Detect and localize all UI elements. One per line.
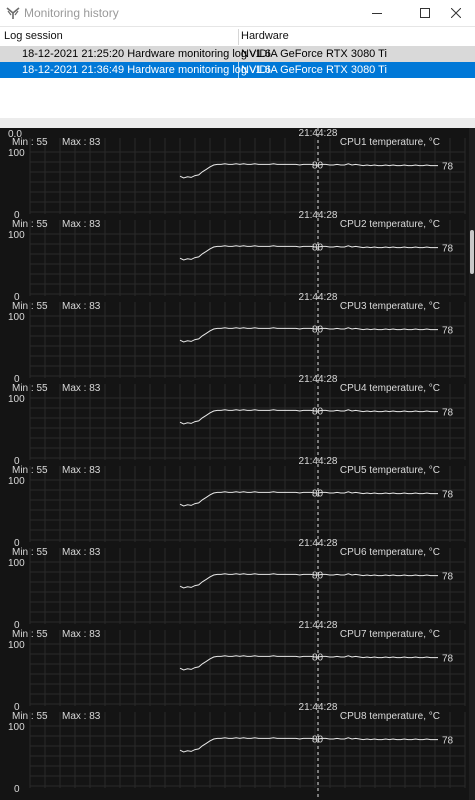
graph-title: CPU5 temperature, °C — [340, 465, 440, 476]
max-value-label: Max : 83 — [62, 301, 101, 312]
minimize-icon — [372, 13, 382, 14]
cursor-time-label: 21:44:28 — [299, 702, 338, 713]
temperature-series-line — [179, 737, 438, 753]
temperature-series-line — [179, 655, 438, 671]
min-value-label: Min : 55 — [12, 219, 48, 230]
y-axis-max-label: 100 — [8, 640, 25, 651]
graph-title: CPU1 temperature, °C — [340, 137, 440, 148]
maximize-icon — [420, 8, 430, 18]
y-axis-max-label: 100 — [8, 312, 25, 323]
y-axis-max-label: 100 — [8, 722, 25, 733]
min-value-label: Min : 55 — [12, 301, 48, 312]
max-value-label: Max : 83 — [62, 137, 101, 148]
minimize-button[interactable] — [359, 0, 395, 26]
min-value-label: Min : 55 — [12, 383, 48, 394]
cell-divider — [238, 62, 239, 78]
cursor-value-label: 80 — [312, 570, 324, 581]
close-icon — [451, 8, 461, 18]
hardware-cell: NVIDIA GeForce RTX 3080 Ti — [241, 48, 387, 60]
cursor-time-label: 21:44:28 — [299, 128, 338, 139]
max-value-label: Max : 83 — [62, 711, 101, 722]
y-axis-min-label: 0 — [14, 702, 20, 713]
monitoring-graphs-panel[interactable]: 0.0 100 0 Min : 55 Max : 83 CPU1 temperature,… — [0, 128, 475, 800]
temperature-series-line — [179, 409, 438, 425]
graph-title: CPU6 temperature, °C — [340, 547, 440, 558]
close-button[interactable] — [437, 0, 475, 26]
column-header-hardware[interactable]: Hardware — [241, 30, 289, 42]
cursor-time-label: 21:44:28 — [299, 456, 338, 467]
y-axis-min-label: 0 — [14, 784, 20, 795]
max-value-label: Max : 83 — [62, 383, 101, 394]
temperature-series-line — [179, 163, 438, 179]
graph-title: CPU7 temperature, °C — [340, 629, 440, 640]
max-value-label: Max : 83 — [62, 465, 101, 476]
max-value-label: Max : 83 — [62, 219, 101, 230]
y-axis-min-label: 0 — [14, 374, 20, 385]
y-axis-min-label: 0 — [14, 210, 20, 221]
temperature-series-line — [179, 327, 438, 343]
min-value-label: Min : 55 — [12, 547, 48, 558]
y-axis-min-label: 0 — [14, 456, 20, 467]
cursor-value-label: 80 — [312, 242, 324, 253]
temperature-series-line — [179, 245, 438, 261]
min-value-label: Min : 55 — [12, 711, 48, 722]
min-value-label: Min : 55 — [12, 465, 48, 476]
title-bar: Monitoring history — [0, 0, 475, 26]
panel-separator[interactable] — [0, 118, 475, 128]
log-session-cell: 18-12-2021 21:25:20 Hardware monitoring … — [22, 48, 271, 60]
graph-title: CPU4 temperature, °C — [340, 383, 440, 394]
column-header-log-session[interactable]: Log session — [4, 30, 63, 42]
log-session-cell: 18-12-2021 21:36:49 Hardware monitoring … — [22, 64, 271, 76]
max-value-label: Max : 83 — [62, 547, 101, 558]
y-axis-max-label: 100 — [8, 476, 25, 487]
log-session-row[interactable]: 18-12-2021 21:25:20 Hardware monitoring … — [0, 46, 475, 62]
vertical-scrollbar[interactable] — [469, 128, 475, 800]
current-value-label: 78 — [442, 572, 454, 583]
y-axis-min-label: 0 — [14, 538, 20, 549]
current-value-label: 78 — [442, 244, 454, 255]
maximize-button[interactable] — [407, 0, 443, 26]
axis-top-label: 0.0 — [8, 129, 22, 140]
temperature-series-line — [179, 491, 438, 507]
graph-title: CPU8 temperature, °C — [340, 711, 440, 722]
cursor-time-label: 21:44:28 — [299, 210, 338, 221]
cursor-time-label: 21:44:28 — [299, 620, 338, 631]
current-value-label: 78 — [442, 326, 454, 337]
log-session-table: Log session Hardware 18-12-2021 21:25:20… — [0, 26, 475, 120]
y-axis-max-label: 100 — [8, 558, 25, 569]
min-value-label: Min : 55 — [12, 629, 48, 640]
cursor-value-label: 80 — [312, 734, 324, 745]
current-value-label: 78 — [442, 736, 454, 747]
y-axis-max-label: 100 — [8, 394, 25, 405]
cursor-value-label: 80 — [312, 324, 324, 335]
cursor-value-label: 80 — [312, 488, 324, 499]
app-icon — [6, 7, 20, 19]
log-session-row[interactable]: 18-12-2021 21:36:49 Hardware monitoring … — [0, 62, 475, 78]
graph-title: CPU2 temperature, °C — [340, 219, 440, 230]
current-value-label: 78 — [442, 490, 454, 501]
scrollbar-thumb[interactable] — [470, 230, 474, 274]
current-value-label: 78 — [442, 162, 454, 173]
y-axis-min-label: 0 — [14, 620, 20, 631]
graph-title: CPU3 temperature, °C — [340, 301, 440, 312]
y-axis-min-label: 0 — [14, 292, 20, 303]
window-title: Monitoring history — [24, 6, 119, 20]
y-axis-max-label: 100 — [8, 230, 25, 241]
max-value-label: Max : 83 — [62, 629, 101, 640]
y-axis-max-label: 100 — [8, 148, 25, 159]
current-value-label: 78 — [442, 654, 454, 665]
cursor-time-label: 21:44:28 — [299, 374, 338, 385]
min-value-label: Min : 55 — [12, 137, 48, 148]
hardware-cell: NVIDIA GeForce RTX 3080 Ti — [241, 64, 387, 76]
column-divider[interactable] — [238, 29, 239, 45]
current-value-label: 78 — [442, 408, 454, 419]
temperature-series-line — [179, 573, 438, 589]
